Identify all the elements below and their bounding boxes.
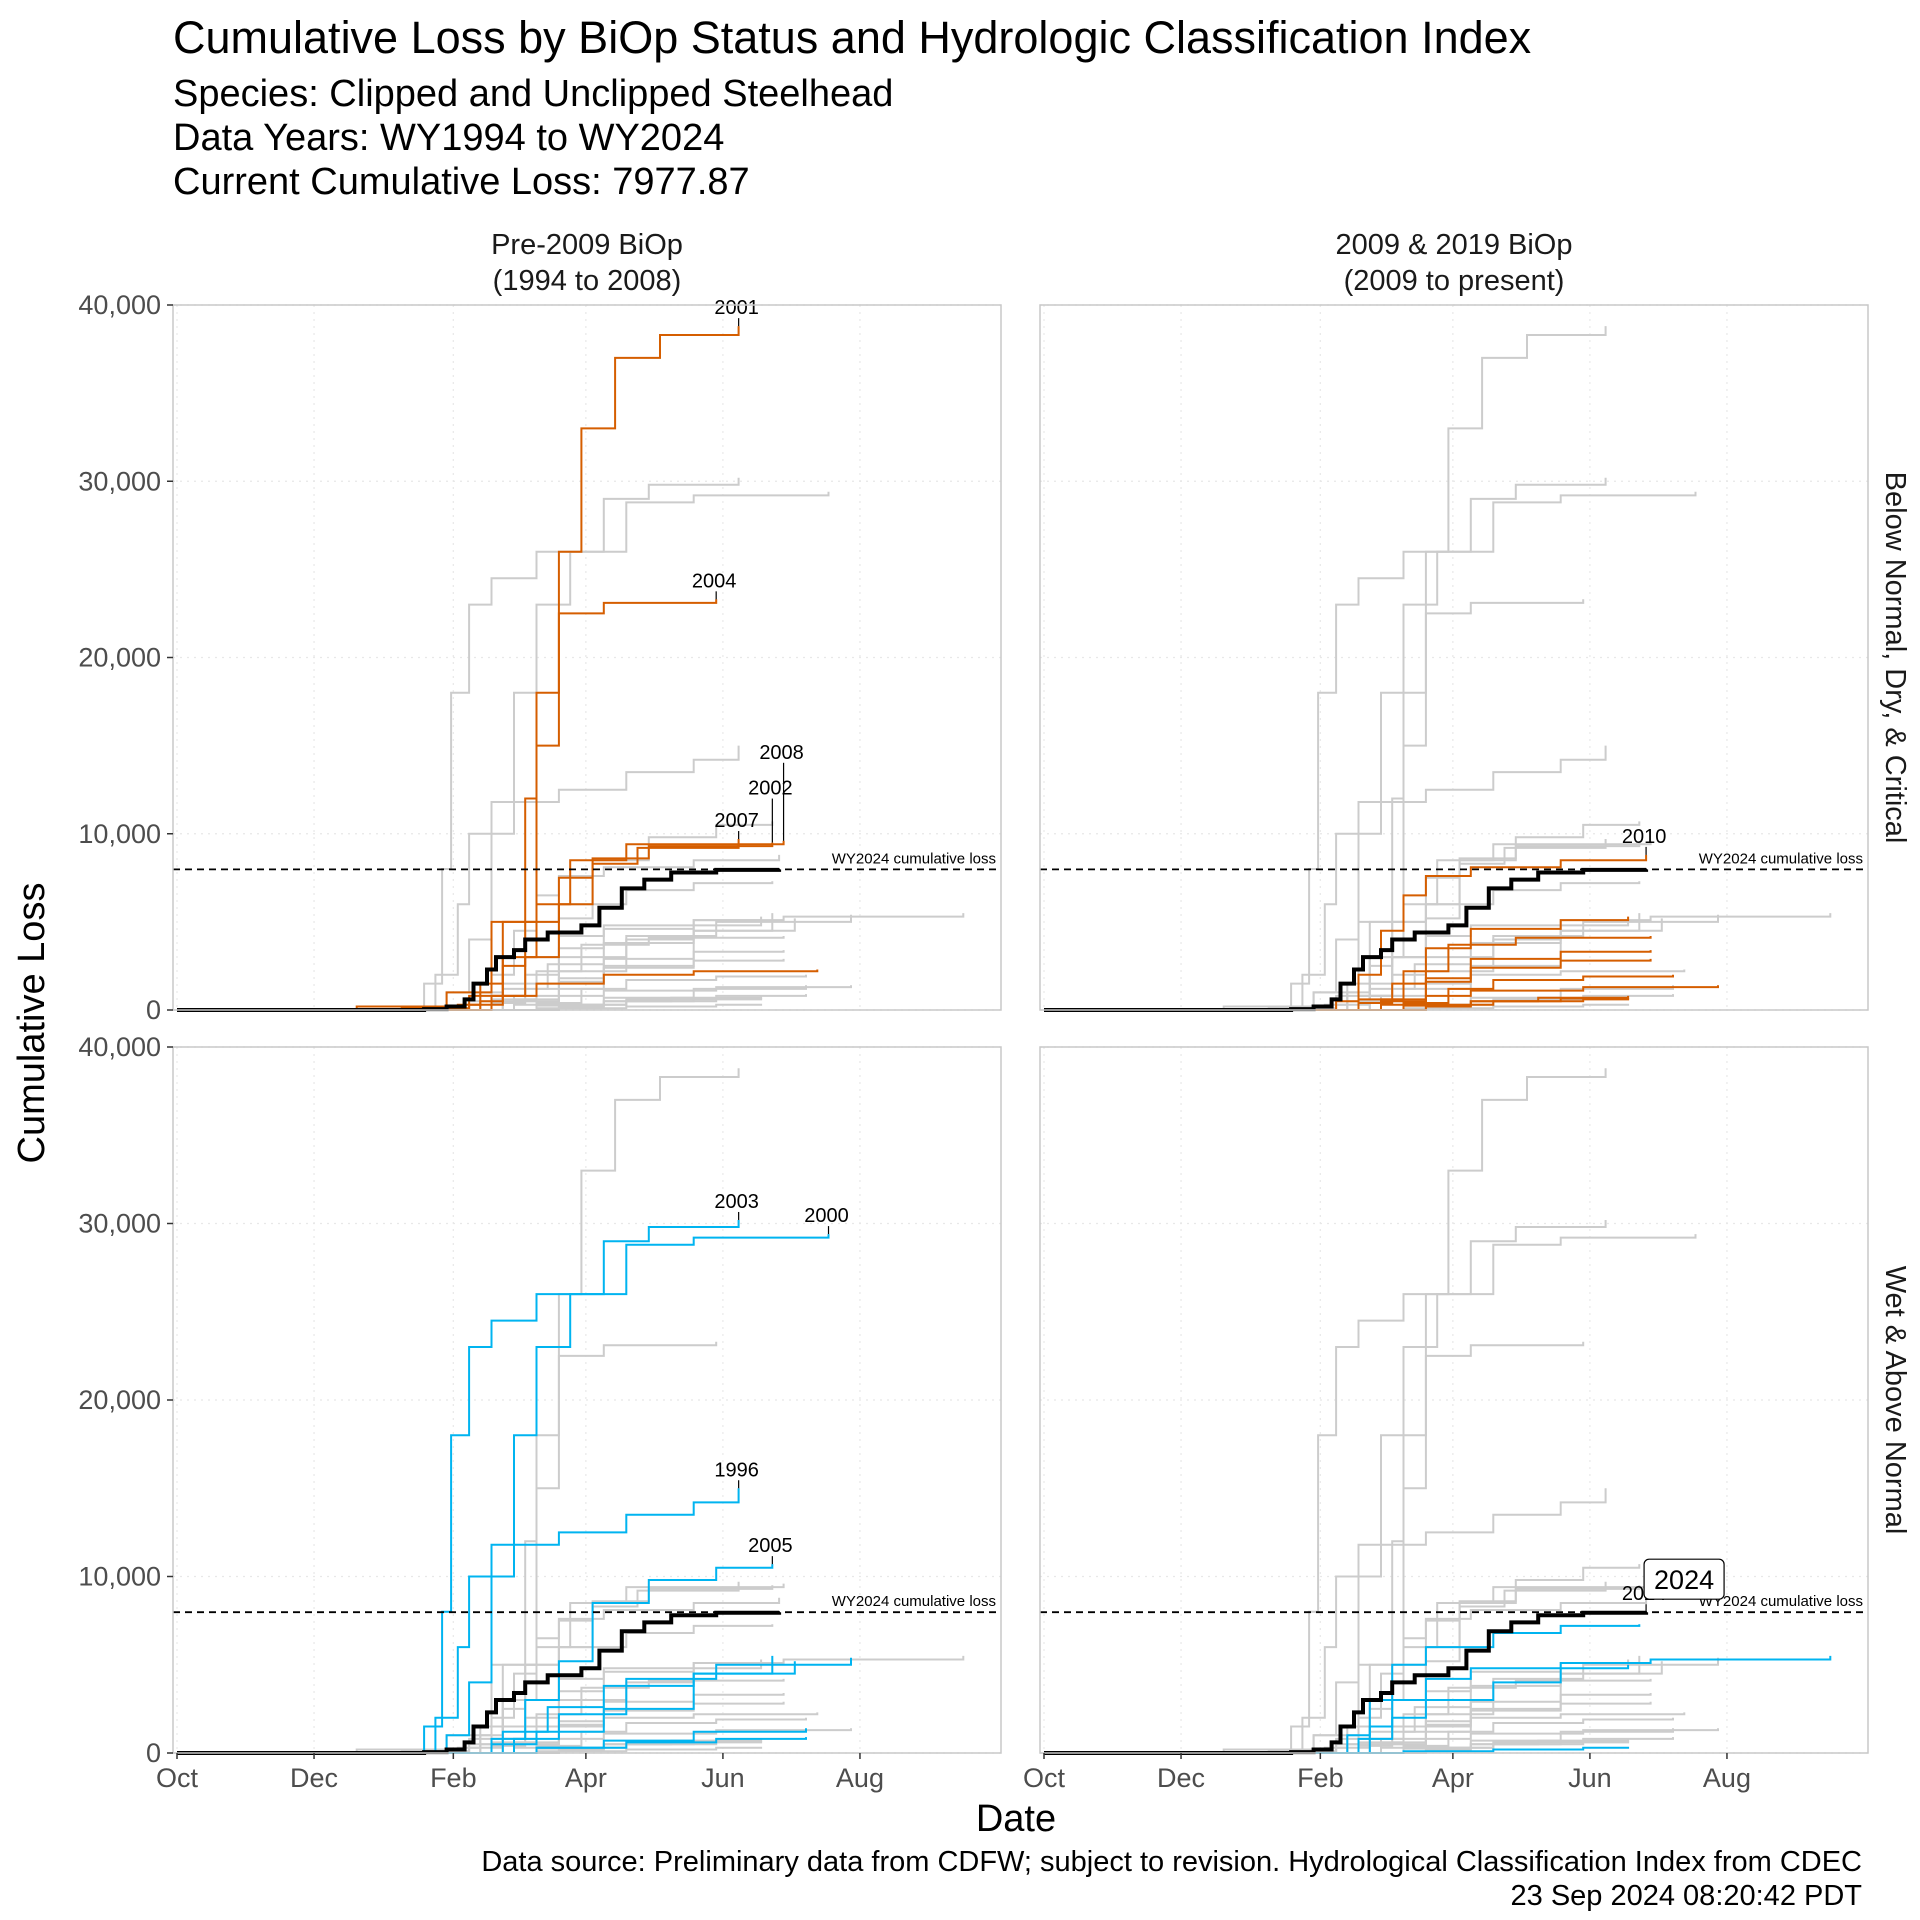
y-tick-label: 30,000 — [78, 466, 161, 496]
annotation-label-2003: 2003 — [714, 1191, 759, 1213]
line-2000-background — [1044, 1234, 1697, 1754]
panel-border — [1039, 1046, 1869, 1754]
x-tick-label: Dec — [290, 1763, 338, 1793]
panel-bottom_right: WY2024 cumulative loss2024 Oct Dec Feb Apr Ju… — [1023, 1046, 1869, 1793]
y-tick-label: 10,000 — [78, 819, 161, 849]
annotation-label-2005: 2005 — [748, 1535, 793, 1557]
line-2001-highlight — [177, 326, 740, 1011]
line-1996-highlight — [177, 1488, 740, 1754]
annotation-label-2004: 2004 — [692, 570, 737, 592]
line-2024-current — [1044, 1610, 1649, 1755]
subtitle-species: Species: Clipped and Unclipped Steelhead — [173, 73, 894, 115]
y-tick-label: 40,000 — [78, 290, 161, 320]
line-2001-background — [1044, 1068, 1607, 1754]
y-tick-label: 20,000 — [78, 1385, 161, 1415]
x-tick-label: Aug — [1703, 1763, 1751, 1793]
facet-column-label: (1994 to 2008) — [493, 265, 682, 297]
line-2010-background — [177, 1597, 781, 1754]
subtitle-current-loss: Current Cumulative Loss: 7977.87 — [173, 161, 750, 203]
y-axis-title: Cumulative Loss — [11, 883, 53, 1164]
line-2004-background — [177, 1341, 718, 1754]
line-2003-background — [1044, 1220, 1607, 1754]
y-tick-label: 20,000 — [78, 643, 161, 673]
x-tick-label: Dec — [1157, 1763, 1205, 1793]
line-2008-highlight — [177, 840, 785, 1011]
x-tick-label: Jun — [1568, 1763, 1612, 1793]
reference-line-label: WY2024 cumulative loss — [832, 1593, 996, 1610]
annotation-label-2010: 2010 — [1622, 826, 1667, 848]
line-2003-background — [1044, 477, 1607, 1011]
x-tick-label: Feb — [1297, 1763, 1344, 1793]
timestamp-caption: 23 Sep 2024 08:20:42 PDT — [1510, 1880, 1862, 1912]
facet-column-label: (2009 to present) — [1344, 265, 1565, 297]
reference-line-label: WY2024 cumulative loss — [1699, 850, 1863, 867]
line-2024-current — [177, 1610, 782, 1755]
annotation-label-1996: 1996 — [714, 1459, 759, 1481]
line-2001-background — [1044, 326, 1607, 1011]
x-tick-label: Feb — [430, 1763, 477, 1793]
facet-row-label: Wet & Above Normal — [1879, 1266, 1911, 1535]
facet-column-label: 2009 & 2019 BiOp — [1335, 229, 1572, 261]
line-2004-background — [1044, 1341, 1585, 1754]
x-tick-label: Oct — [1023, 1763, 1066, 1793]
line-2003-highlight — [177, 1220, 740, 1754]
line-2000-highlight — [177, 1234, 830, 1754]
annotation-label-2007: 2007 — [714, 810, 759, 832]
x-tick-label: Oct — [156, 1763, 199, 1793]
line-2019-highlight — [1044, 1664, 1630, 1754]
current-year-box — [1643, 1558, 1725, 1600]
annotation-label-2002: 2002 — [748, 778, 793, 800]
panel-top_right: WY2024 cumulative loss 2010 — [1039, 304, 1869, 1012]
facet-row-label: Below Normal, Dry, & Critical — [1879, 472, 1911, 844]
x-tick-label: Apr — [1432, 1763, 1474, 1793]
line-2024-current — [177, 867, 782, 1012]
current-year-box-label: 2024 — [1654, 1565, 1714, 1595]
line-2011-highlight — [1044, 1624, 1641, 1754]
line-2004-highlight — [177, 599, 718, 1011]
line-2004-background — [1044, 599, 1585, 1011]
chart-title: Cumulative Loss by BiOp Status and Hydro… — [173, 12, 1532, 63]
y-tick-label: 40,000 — [78, 1032, 161, 1062]
reference-line-label: WY2024 cumulative loss — [1699, 1593, 1863, 1610]
x-tick-label: Jun — [701, 1763, 745, 1793]
panel-bottom_left: WY2024 cumulative loss 2003 2000 1996 2005 0 1… — [78, 1032, 1002, 1793]
line-1996-background — [177, 745, 740, 1011]
panel-border — [1039, 304, 1869, 1011]
reference-line-label: WY2024 cumulative loss — [832, 850, 996, 867]
subtitle-years: Data Years: WY1994 to WY2024 — [173, 117, 725, 159]
y-tick-label: 30,000 — [78, 1209, 161, 1239]
y-tick-label: 0 — [146, 1738, 161, 1768]
line-2003-background — [177, 477, 740, 1011]
annotation-label-2001: 2001 — [714, 297, 759, 319]
line-2000-background — [1044, 491, 1697, 1011]
x-tick-label: Apr — [565, 1763, 607, 1793]
line-2010-background — [1044, 1597, 1648, 1754]
panel-top_left: WY2024 cumulative loss 2001 2004 2008 2002 20… — [78, 290, 1002, 1025]
y-tick-label: 10,000 — [78, 1562, 161, 1592]
line-2024-current — [1044, 867, 1649, 1012]
line-1996-background — [1044, 1488, 1607, 1754]
line-2010-background — [177, 854, 781, 1011]
data-source-caption: Data source: Preliminary data from CDFW;… — [481, 1846, 1862, 1878]
line-2011-background — [177, 1624, 774, 1754]
facet-column-label: Pre-2009 BiOp — [491, 229, 683, 261]
line-2001-background — [177, 1068, 740, 1754]
annotation-label-2000: 2000 — [804, 1205, 849, 1227]
x-axis-title: Date — [976, 1798, 1056, 1840]
annotation-label-2008: 2008 — [759, 742, 804, 764]
line-1996-background — [1044, 745, 1607, 1011]
y-tick-label: 0 — [146, 995, 161, 1025]
line-2010-highlight — [1044, 854, 1648, 1011]
x-tick-label: Aug — [836, 1763, 884, 1793]
